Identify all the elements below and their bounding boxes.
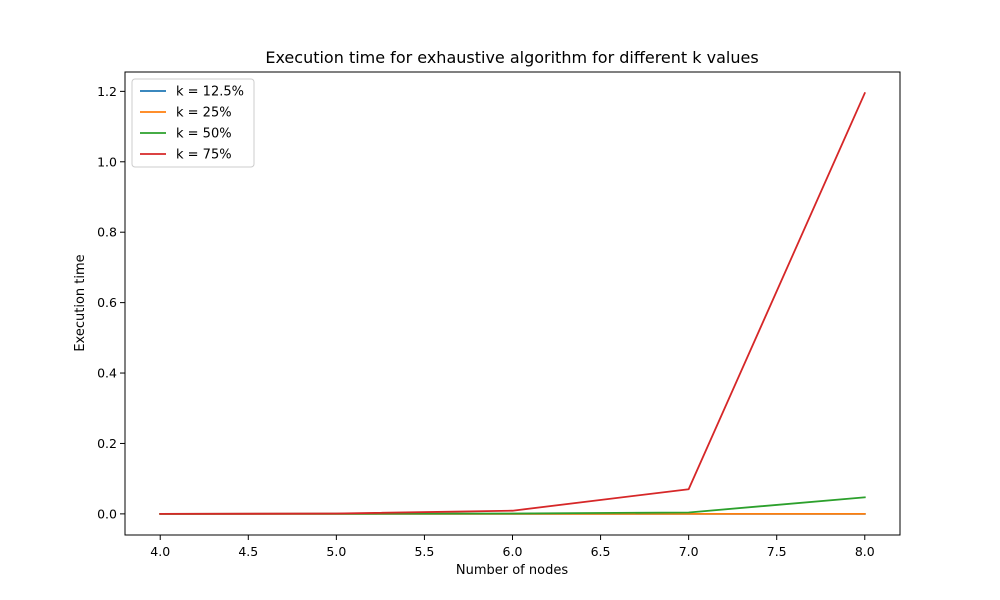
legend-label-2: k = 25%: [176, 106, 232, 121]
x-tick-label: 6.0: [503, 544, 523, 559]
chart-title: Execution time for exhaustive algorithm …: [265, 48, 758, 67]
legend-box: [131, 78, 255, 168]
x-tick-label: 6.5: [591, 544, 611, 559]
y-axis: 0.0 0.2 0.4 0.6 0.8 1.0 1.2: [97, 84, 125, 521]
legend-label-1: k = 12.5%: [176, 85, 244, 100]
y-tick-label: 0.2: [97, 436, 117, 451]
x-tick-label: 7.0: [679, 544, 699, 559]
y-tick-label: 1.0: [97, 154, 117, 169]
series-layer: [159, 91, 866, 515]
y-tick-label: 0.0: [97, 506, 117, 521]
x-tick-label: 8.0: [855, 544, 875, 559]
y-axis-label: Execution time: [73, 254, 88, 351]
x-tick-label: 7.5: [767, 544, 787, 559]
x-axis: 4.0 4.5 5.0 5.5 6.0 6.5 7.0 7.5 8.0: [150, 535, 875, 559]
legend-label-4: k = 75%: [176, 148, 232, 163]
x-tick-label: 5.0: [326, 544, 346, 559]
x-tick-label: 4.5: [238, 544, 258, 559]
y-tick-label: 0.8: [97, 225, 117, 240]
x-axis-label: Number of nodes: [456, 563, 568, 578]
x-tick-label: 4.0: [150, 544, 170, 559]
series-line-4: [159, 91, 866, 515]
y-tick-label: 0.4: [97, 366, 117, 381]
y-tick-label: 0.6: [97, 295, 117, 310]
legend: k = 12.5% k = 25% k = 50% k = 75%: [131, 78, 255, 168]
legend-label-3: k = 50%: [176, 127, 232, 142]
x-tick-label: 5.5: [414, 544, 434, 559]
y-tick-label: 1.2: [97, 84, 117, 99]
